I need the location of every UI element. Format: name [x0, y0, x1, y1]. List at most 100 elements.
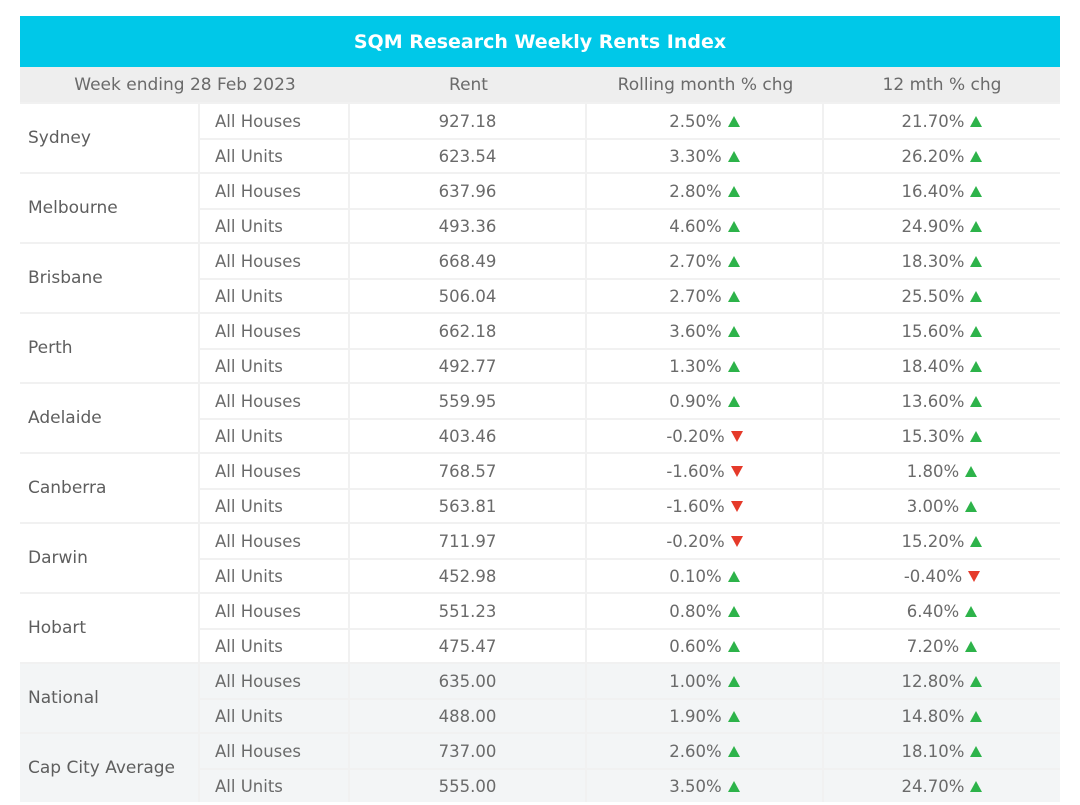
city-group: Darwin All Houses 711.97 -0.20% 15.20% All Un…	[20, 522, 1060, 592]
change-value: 18.10%	[901, 741, 965, 761]
triangle-down-icon	[730, 465, 743, 477]
table-row: All Houses 768.57 -1.60% 1.80%	[200, 454, 1060, 488]
city-rows: All Houses 711.97 -0.20% 15.20% All Units 452…	[200, 524, 1060, 592]
change-value: 18.40%	[901, 356, 965, 376]
table-row: All Houses 559.95 0.90% 13.60%	[200, 384, 1060, 418]
rolling-change-cell: 4.60%	[587, 210, 824, 242]
property-type-cell: All Houses	[200, 454, 350, 488]
city-group: Cap City Average All Houses 737.00 2.60% 18.…	[20, 732, 1060, 802]
change-value: 7.20%	[906, 636, 960, 656]
change-value: 2.70%	[669, 251, 722, 271]
triangle-up-icon	[727, 325, 740, 337]
rolling-change-cell: -1.60%	[587, 490, 824, 522]
table-row: All Houses 637.96 2.80% 16.40%	[200, 174, 1060, 208]
change-value: 24.70%	[901, 776, 965, 796]
triangle-up-icon	[727, 675, 740, 687]
change-value: 2.60%	[669, 741, 722, 761]
property-type-cell: All Houses	[200, 734, 350, 768]
rent-cell: 551.23	[350, 594, 587, 628]
city-rows: All Houses 637.96 2.80% 16.40% All Units 493.…	[200, 174, 1060, 242]
yearly-change-cell: 7.20%	[824, 630, 1060, 662]
change-value: 13.60%	[901, 391, 965, 411]
change-value: 1.90%	[669, 706, 722, 726]
table-row: All Units 488.00 1.90% 14.80%	[200, 698, 1060, 732]
rent-cell: 559.95	[350, 384, 587, 418]
yearly-change-cell: 1.80%	[824, 454, 1060, 488]
property-type-cell: All Units	[200, 350, 350, 382]
triangle-up-icon	[965, 465, 978, 477]
city-name: National	[20, 664, 200, 732]
triangle-up-icon	[970, 430, 983, 442]
triangle-up-icon	[970, 115, 983, 127]
table-row: All Houses 668.49 2.70% 18.30%	[200, 244, 1060, 278]
triangle-up-icon	[970, 745, 983, 757]
property-type-cell: All Houses	[200, 664, 350, 698]
triangle-up-icon	[727, 115, 740, 127]
change-value: 3.00%	[906, 496, 960, 516]
header-row: Week ending 28 Feb 2023 Rent Rolling mon…	[20, 67, 1060, 102]
property-type-cell: All Units	[200, 210, 350, 242]
city-name: Cap City Average	[20, 734, 200, 802]
rolling-change-cell: 2.80%	[587, 174, 824, 208]
table-row: All Units 493.36 4.60% 24.90%	[200, 208, 1060, 242]
triangle-up-icon	[727, 395, 740, 407]
rolling-change-cell: 0.10%	[587, 560, 824, 592]
triangle-down-icon	[730, 500, 743, 512]
triangle-up-icon	[970, 360, 983, 372]
yearly-change-cell: 18.30%	[824, 244, 1060, 278]
property-type-cell: All Units	[200, 770, 350, 802]
city-rows: All Houses 927.18 2.50% 21.70% All Units 623.…	[200, 104, 1060, 172]
rolling-change-cell: 1.90%	[587, 700, 824, 732]
rent-cell: 927.18	[350, 104, 587, 138]
change-value: 26.20%	[901, 146, 965, 166]
change-value: 0.90%	[669, 391, 722, 411]
yearly-change-cell: 15.60%	[824, 314, 1060, 348]
rolling-change-cell: 2.60%	[587, 734, 824, 768]
triangle-up-icon	[970, 220, 983, 232]
triangle-up-icon	[970, 675, 983, 687]
change-value: 3.50%	[669, 776, 722, 796]
triangle-up-icon	[970, 780, 983, 792]
city-rows: All Houses 551.23 0.80% 6.40% All Units 475.4…	[200, 594, 1060, 662]
rolling-change-cell: 3.50%	[587, 770, 824, 802]
rolling-change-cell: 2.70%	[587, 280, 824, 312]
property-type-cell: All Units	[200, 700, 350, 732]
table-row: All Houses 711.97 -0.20% 15.20%	[200, 524, 1060, 558]
change-value: 1.80%	[906, 461, 960, 481]
triangle-up-icon	[970, 290, 983, 302]
rolling-change-cell: 1.00%	[587, 664, 824, 698]
city-rows: All Houses 559.95 0.90% 13.60% All Units 403.…	[200, 384, 1060, 452]
rent-cell: 555.00	[350, 770, 587, 802]
change-value: 1.30%	[669, 356, 722, 376]
table-body: Sydney All Houses 927.18 2.50% 21.70% All Uni…	[20, 102, 1060, 802]
change-value: 24.90%	[901, 216, 965, 236]
triangle-up-icon	[970, 325, 983, 337]
yearly-change-cell: 15.30%	[824, 420, 1060, 452]
rent-cell: 768.57	[350, 454, 587, 488]
yearly-change-cell: 18.40%	[824, 350, 1060, 382]
change-value: 4.60%	[669, 216, 722, 236]
property-type-cell: All Units	[200, 140, 350, 172]
rent-cell: 623.54	[350, 140, 587, 172]
city-group: Melbourne All Houses 637.96 2.80% 16.40% All …	[20, 172, 1060, 242]
property-type-cell: All Houses	[200, 244, 350, 278]
city-rows: All Houses 662.18 3.60% 15.60% All Units 492.…	[200, 314, 1060, 382]
change-value: 0.80%	[669, 601, 722, 621]
triangle-up-icon	[970, 185, 983, 197]
change-value: 25.50%	[901, 286, 965, 306]
rolling-change-cell: 0.80%	[587, 594, 824, 628]
yearly-change-cell: 18.10%	[824, 734, 1060, 768]
rent-cell: 635.00	[350, 664, 587, 698]
yearly-change-cell: 13.60%	[824, 384, 1060, 418]
triangle-down-icon	[968, 570, 981, 582]
rolling-change-cell: 2.70%	[587, 244, 824, 278]
yearly-change-cell: 16.40%	[824, 174, 1060, 208]
city-group: National All Houses 635.00 1.00% 12.80% All U…	[20, 662, 1060, 732]
rolling-change-cell: 1.30%	[587, 350, 824, 382]
rent-cell: 737.00	[350, 734, 587, 768]
triangle-up-icon	[727, 710, 740, 722]
rolling-change-cell: -1.60%	[587, 454, 824, 488]
property-type-cell: All Houses	[200, 524, 350, 558]
city-group: Perth All Houses 662.18 3.60% 15.60% All Unit…	[20, 312, 1060, 382]
rent-cell: 488.00	[350, 700, 587, 732]
